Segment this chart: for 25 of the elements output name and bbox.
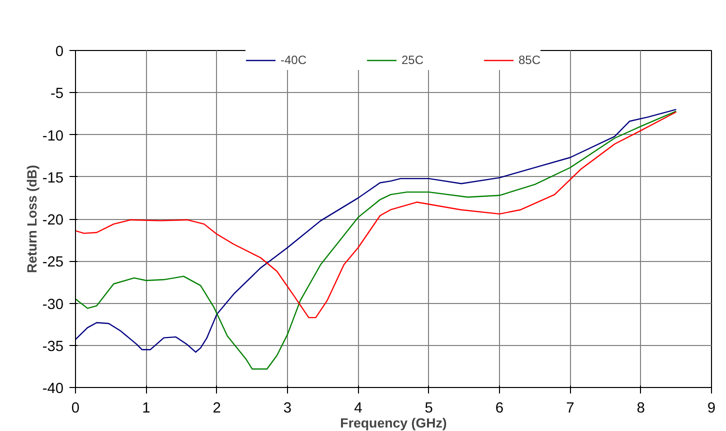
- x-tick-label: 9: [707, 400, 716, 416]
- x-tick-label: 7: [566, 400, 574, 416]
- y-tick-label: -30: [42, 296, 64, 313]
- y-tick-label: -5: [50, 86, 64, 102]
- y-tick-label: -15: [42, 170, 64, 186]
- x-tick-label: 6: [495, 400, 504, 416]
- y-tick-label: 0: [55, 44, 64, 60]
- x-tick-label: 1: [142, 400, 150, 416]
- legend-label: -40C: [280, 53, 306, 67]
- x-tick-label: 2: [212, 400, 221, 416]
- legend-label: 25C: [401, 53, 424, 67]
- y-tick-label: -40: [42, 381, 64, 397]
- x-tick-label: 5: [424, 400, 433, 416]
- x-tick-label: 0: [71, 400, 80, 416]
- x-axis-title: Frequency (GHz): [340, 416, 447, 430]
- y-tick-label: -25: [42, 254, 64, 271]
- y-tick-label: -20: [42, 212, 64, 228]
- y-axis-title: Return Loss (dB): [24, 164, 40, 274]
- y-tick-label: -10: [42, 128, 64, 144]
- y-tick-label: -35: [42, 338, 64, 355]
- x-tick-label: 8: [636, 400, 645, 416]
- line-series: [76, 111, 677, 318]
- legend-label: 85C: [518, 53, 541, 67]
- x-tick-label: 4: [354, 400, 362, 416]
- x-tick-label: 3: [283, 400, 292, 416]
